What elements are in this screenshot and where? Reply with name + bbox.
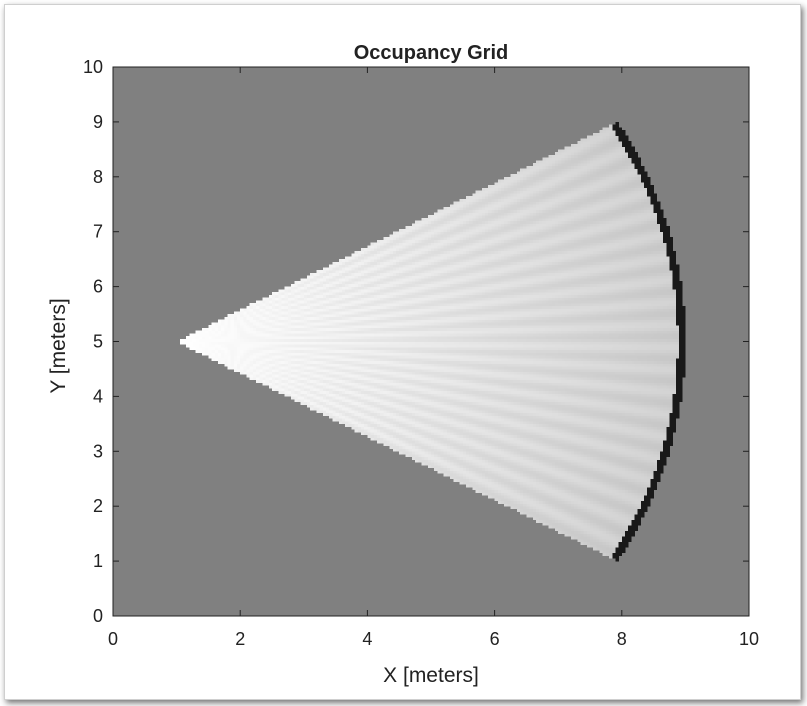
y-axis-ticks: 0 1 2 3 4 5 6 7 8 9 10 <box>83 57 749 626</box>
y-tick-label: 6 <box>93 277 103 297</box>
x-tick-label: 6 <box>490 629 500 649</box>
x-tick-label: 10 <box>739 629 759 649</box>
y-tick-label: 0 <box>93 606 103 626</box>
y-tick-label: 9 <box>93 112 103 132</box>
free-space-cone <box>179 121 686 562</box>
x-tick-label: 2 <box>235 629 245 649</box>
x-axis-ticks: 0 2 4 6 8 10 <box>108 67 759 649</box>
figure-frame: Occupancy Grid 0 2 4 6 8 10 0 1 2 3 4 5 6 7 8 9 10 X [m… <box>4 4 801 700</box>
x-tick-label: 0 <box>108 629 118 649</box>
y-tick-label: 8 <box>93 167 103 187</box>
y-tick-label: 1 <box>93 551 103 571</box>
y-tick-label: 5 <box>93 332 103 352</box>
y-tick-label: 7 <box>93 222 103 242</box>
x-tick-label: 8 <box>617 629 627 649</box>
plot-area <box>112 66 750 617</box>
y-tick-label: 10 <box>83 57 103 77</box>
y-tick-label: 3 <box>93 441 103 461</box>
y-tick-label: 4 <box>93 386 103 406</box>
chart-title: Occupancy Grid <box>354 42 509 64</box>
x-axis-label: X [meters] <box>383 664 479 687</box>
x-tick-label: 4 <box>362 629 372 649</box>
y-tick-label: 2 <box>93 496 103 516</box>
y-axis-label: Y [meters] <box>47 298 70 393</box>
occupancy-grid-chart: Occupancy Grid 0 2 4 6 8 10 0 1 2 3 4 5 6 7 8 9 10 X [m… <box>47 42 759 687</box>
